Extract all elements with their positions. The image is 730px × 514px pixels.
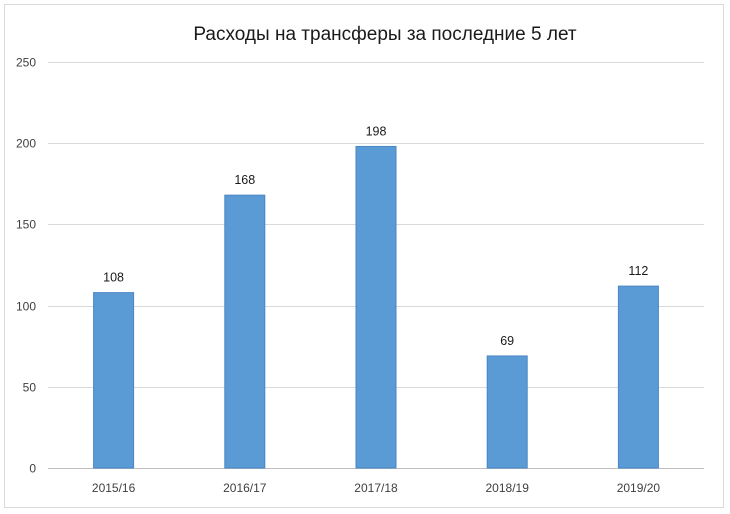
chart-title: Расходы на трансферы за последние 5 лет — [193, 24, 576, 45]
bar-2018-19 — [486, 355, 528, 469]
x-tick-label: 2015/16 — [92, 481, 136, 495]
data-label: 198 — [366, 124, 387, 138]
bar-2017-18 — [355, 145, 397, 469]
x-axis-ticks: 2015/16 2016/17 2017/18 2018/19 2019/20 — [92, 481, 661, 495]
bar-2016-17 — [224, 194, 266, 469]
data-label: 112 — [628, 264, 648, 278]
y-tick-label: 50 — [23, 381, 37, 395]
data-label: 69 — [500, 334, 514, 348]
y-axis-ticks: 0 50 100 150 200 250 — [16, 56, 36, 476]
x-tick-label: 2018/19 — [486, 481, 530, 495]
x-tick-label: 2017/18 — [354, 481, 398, 495]
y-tick-label: 200 — [16, 137, 36, 151]
x-tick-label: 2016/17 — [223, 481, 267, 495]
y-tick-label: 0 — [29, 462, 36, 476]
data-label: 168 — [234, 173, 255, 187]
data-label: 108 — [103, 271, 124, 285]
y-tick-label: 100 — [16, 300, 36, 314]
x-tick-label: 2019/20 — [617, 481, 661, 495]
y-tick-label: 150 — [16, 218, 36, 232]
y-tick-label: 250 — [16, 56, 36, 70]
bar-2015-16 — [93, 292, 135, 469]
bar-2019-20 — [617, 285, 659, 469]
bars — [93, 145, 659, 469]
data-labels: 108 168 198 69 112 — [103, 124, 648, 347]
